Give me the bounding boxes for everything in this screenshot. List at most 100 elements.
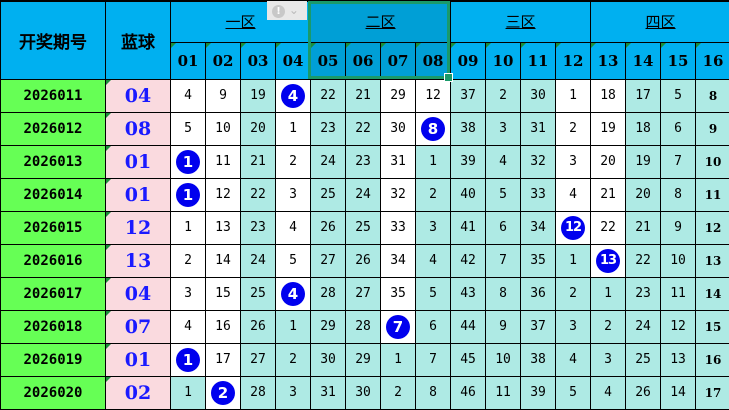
- omission-cell[interactable]: 39: [451, 145, 486, 178]
- omission-cell[interactable]: 18: [626, 112, 661, 145]
- omission-cell[interactable]: 10: [696, 145, 729, 178]
- omission-cell[interactable]: 10: [486, 343, 521, 376]
- number-header-13[interactable]: 13: [591, 42, 626, 79]
- hit-cell[interactable]: 1: [171, 343, 206, 376]
- omission-cell[interactable]: 10: [661, 244, 696, 277]
- number-header-15[interactable]: 15: [661, 42, 696, 79]
- omission-cell[interactable]: 37: [451, 79, 486, 112]
- omission-cell[interactable]: 1: [556, 244, 591, 277]
- omission-cell[interactable]: 4: [591, 376, 626, 409]
- number-header-09[interactable]: 09: [451, 42, 486, 79]
- omission-cell[interactable]: 28: [311, 277, 346, 310]
- omission-cell[interactable]: 23: [241, 211, 276, 244]
- omission-cell[interactable]: 11: [486, 376, 521, 409]
- omission-cell[interactable]: 4: [416, 244, 451, 277]
- omission-cell[interactable]: 24: [241, 244, 276, 277]
- omission-cell[interactable]: 1: [276, 310, 311, 343]
- number-header-16[interactable]: 16: [696, 42, 729, 79]
- omission-cell[interactable]: 21: [241, 145, 276, 178]
- omission-cell[interactable]: 26: [626, 376, 661, 409]
- omission-cell[interactable]: 24: [626, 310, 661, 343]
- omission-cell[interactable]: 12: [206, 178, 241, 211]
- omission-cell[interactable]: 26: [311, 211, 346, 244]
- period-cell[interactable]: 2026011: [1, 79, 106, 112]
- hit-cell[interactable]: 4: [276, 277, 311, 310]
- omission-cell[interactable]: 5: [416, 277, 451, 310]
- period-cell[interactable]: 2026020: [1, 376, 106, 409]
- omission-cell[interactable]: 30: [381, 112, 416, 145]
- omission-cell[interactable]: 35: [381, 277, 416, 310]
- omission-cell[interactable]: 7: [486, 244, 521, 277]
- zone-2-header[interactable]: 二区: [311, 1, 451, 42]
- omission-cell[interactable]: 5: [661, 79, 696, 112]
- omission-cell[interactable]: 5: [486, 178, 521, 211]
- omission-cell[interactable]: 2: [276, 343, 311, 376]
- omission-cell[interactable]: 6: [416, 310, 451, 343]
- omission-cell[interactable]: 1: [276, 112, 311, 145]
- omission-cell[interactable]: 6: [661, 112, 696, 145]
- omission-cell[interactable]: 22: [626, 244, 661, 277]
- omission-cell[interactable]: 13: [696, 244, 729, 277]
- omission-cell[interactable]: 33: [521, 178, 556, 211]
- omission-cell[interactable]: 39: [521, 376, 556, 409]
- omission-cell[interactable]: 2: [171, 244, 206, 277]
- omission-cell[interactable]: 7: [416, 343, 451, 376]
- omission-cell[interactable]: 3: [276, 178, 311, 211]
- omission-cell[interactable]: 23: [346, 145, 381, 178]
- omission-cell[interactable]: 34: [521, 211, 556, 244]
- omission-cell[interactable]: 8: [486, 277, 521, 310]
- number-header-01[interactable]: 01: [171, 42, 206, 79]
- omission-cell[interactable]: 22: [346, 112, 381, 145]
- omission-cell[interactable]: 22: [241, 178, 276, 211]
- blue-ball-cell[interactable]: 01: [106, 343, 171, 376]
- omission-cell[interactable]: 32: [521, 145, 556, 178]
- period-cell[interactable]: 2026016: [1, 244, 106, 277]
- blue-ball-cell[interactable]: 12: [106, 211, 171, 244]
- omission-cell[interactable]: 21: [626, 211, 661, 244]
- blue-ball-cell[interactable]: 08: [106, 112, 171, 145]
- omission-cell[interactable]: 2: [276, 145, 311, 178]
- error-check-tooltip[interactable]: ! ⌄: [267, 1, 307, 20]
- omission-cell[interactable]: 20: [591, 145, 626, 178]
- omission-cell[interactable]: 45: [451, 343, 486, 376]
- omission-cell[interactable]: 14: [206, 244, 241, 277]
- omission-cell[interactable]: 27: [346, 277, 381, 310]
- hit-cell[interactable]: 1: [171, 178, 206, 211]
- blue-ball-cell[interactable]: 01: [106, 178, 171, 211]
- omission-cell[interactable]: 22: [311, 79, 346, 112]
- omission-cell[interactable]: 9: [696, 112, 729, 145]
- omission-cell[interactable]: 36: [521, 277, 556, 310]
- period-cell[interactable]: 2026017: [1, 277, 106, 310]
- blue-ball-cell[interactable]: 13: [106, 244, 171, 277]
- number-header-04[interactable]: 04: [276, 42, 311, 79]
- omission-cell[interactable]: 14: [696, 277, 729, 310]
- omission-cell[interactable]: 21: [346, 79, 381, 112]
- omission-cell[interactable]: 38: [521, 343, 556, 376]
- omission-cell[interactable]: 38: [451, 112, 486, 145]
- omission-cell[interactable]: 3: [591, 343, 626, 376]
- omission-cell[interactable]: 30: [346, 376, 381, 409]
- omission-cell[interactable]: 21: [591, 178, 626, 211]
- omission-cell[interactable]: 34: [381, 244, 416, 277]
- omission-cell[interactable]: 29: [311, 310, 346, 343]
- omission-cell[interactable]: 16: [696, 343, 729, 376]
- omission-cell[interactable]: 46: [451, 376, 486, 409]
- omission-cell[interactable]: 31: [521, 112, 556, 145]
- omission-cell[interactable]: 9: [661, 211, 696, 244]
- omission-cell[interactable]: 4: [171, 310, 206, 343]
- hit-cell[interactable]: 12: [556, 211, 591, 244]
- omission-cell[interactable]: 10: [206, 112, 241, 145]
- period-cell[interactable]: 2026019: [1, 343, 106, 376]
- omission-cell[interactable]: 33: [381, 211, 416, 244]
- number-header-07[interactable]: 07: [381, 42, 416, 79]
- hit-cell[interactable]: 2: [206, 376, 241, 409]
- blue-ball-cell[interactable]: 07: [106, 310, 171, 343]
- omission-cell[interactable]: 28: [346, 310, 381, 343]
- omission-cell[interactable]: 23: [311, 112, 346, 145]
- omission-cell[interactable]: 4: [556, 343, 591, 376]
- omission-cell[interactable]: 20: [241, 112, 276, 145]
- omission-cell[interactable]: 1: [591, 277, 626, 310]
- omission-cell[interactable]: 14: [661, 376, 696, 409]
- zone-3-header[interactable]: 三区: [451, 1, 591, 42]
- omission-cell[interactable]: 19: [626, 145, 661, 178]
